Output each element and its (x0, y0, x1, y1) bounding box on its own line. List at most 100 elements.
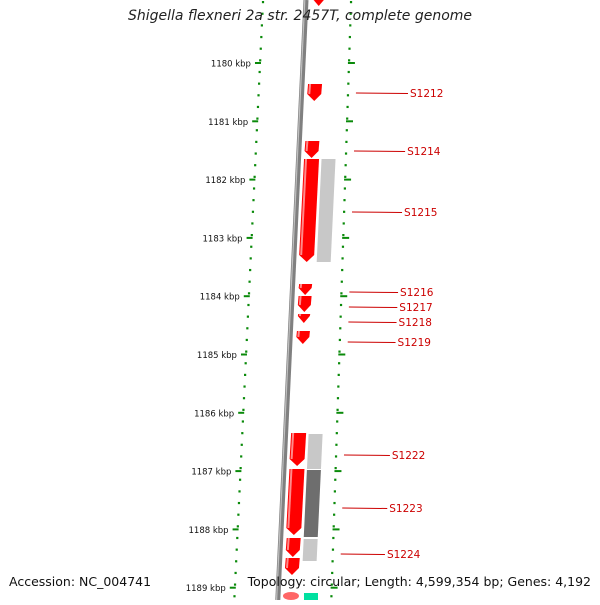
outer-tick-dot (348, 71, 350, 73)
inner-tick-dot (237, 514, 239, 516)
reverse-gene-s1215 (317, 159, 336, 262)
inner-tick-dot (261, 24, 263, 26)
inner-tick-dot (240, 467, 242, 469)
reverse-gene-s1224 (303, 539, 318, 561)
outer-tick-dot (345, 164, 347, 166)
outer-tick-dot (340, 304, 342, 306)
outer-tick-dot (335, 455, 337, 457)
tick-label: 1182 kbp (205, 176, 245, 186)
outer-tick-dot (331, 560, 333, 562)
outer-tick-dot (339, 339, 341, 341)
outer-tick-dot (338, 374, 340, 376)
gene-arrow-s1214-shine (307, 141, 308, 151)
inner-tick-dot (243, 385, 245, 387)
outer-tick-dot (339, 327, 341, 329)
gene-label-leader (341, 554, 385, 555)
inner-tick-dot (246, 339, 248, 341)
gene-arrow-s1224-shine (288, 538, 289, 550)
outer-tick-dot (346, 106, 348, 108)
outer-tick-dot (345, 152, 347, 154)
tick-label: 1189 kbp (186, 584, 226, 594)
inner-tick-dot (250, 257, 252, 259)
tick-label: 1183 kbp (203, 234, 243, 244)
outer-tick-dot (336, 432, 338, 434)
gene-label: S1219 (398, 337, 431, 349)
outer-tick-dot (333, 525, 335, 527)
outer-tick-dot (335, 467, 337, 469)
inner-tick-dot (256, 129, 258, 131)
inner-tick-dot (233, 595, 235, 597)
gene-label-leader (356, 93, 408, 94)
tick-label: 1186 kbp (194, 409, 234, 419)
outer-tick-dot (343, 211, 345, 213)
outer-tick-dot (350, 1, 352, 3)
inner-tick-dot (262, 1, 264, 3)
inner-tick-dot (252, 211, 254, 213)
outer-tick-dot (340, 292, 342, 294)
gene-arrow-s1212-shine (309, 84, 310, 94)
inner-tick-dot (241, 432, 243, 434)
inner-tick-dot (248, 281, 250, 283)
gene-label: S1223 (389, 503, 422, 515)
inner-tick-dot (235, 560, 237, 562)
outer-tick-dot (341, 257, 343, 259)
outer-tick-dot (349, 36, 351, 38)
outer-tick-dot (330, 595, 332, 597)
gene-label: S1214 (407, 146, 441, 158)
outer-tick-dot (337, 397, 339, 399)
inner-tick-dot (245, 351, 247, 353)
inner-tick-dot (257, 106, 259, 108)
inner-tick-dot (243, 397, 245, 399)
gene-label: S1222 (392, 450, 425, 462)
outer-tick-dot (338, 351, 340, 353)
inner-tick-dot (244, 374, 246, 376)
outer-tick-dot (348, 48, 350, 50)
gene-label-leader (344, 455, 390, 456)
outer-tick-dot (345, 141, 347, 143)
inner-tick-dot (254, 164, 256, 166)
outer-tick-dot (332, 549, 334, 551)
inner-tick-dot (257, 94, 259, 96)
teal-feature (304, 593, 318, 600)
inner-tick-dot (238, 490, 240, 492)
gene-label: S1212 (410, 88, 443, 100)
gene-label-leader (354, 151, 405, 152)
inner-tick-dot (247, 304, 249, 306)
inner-tick-dot (241, 444, 243, 446)
inner-tick-dot (255, 141, 257, 143)
inner-tick-dot (260, 48, 262, 50)
outer-tick-dot (338, 362, 340, 364)
outer-tick-dot (344, 176, 346, 178)
inner-tick-dot (240, 455, 242, 457)
outer-tick-dot (344, 187, 346, 189)
outer-tick-dot (342, 246, 344, 248)
inner-tick-dot (234, 584, 236, 586)
outer-tick-dot (343, 199, 345, 201)
gene-label-leader (349, 292, 398, 293)
outer-tick-dot (335, 444, 337, 446)
accession-label: Accession: NC_004741 (9, 574, 151, 589)
genome-title: Shigella flexneri 2a str. 2457T, complet… (0, 8, 600, 24)
gene-arrow-s1219-shine (298, 331, 299, 337)
inner-tick-dot (255, 152, 257, 154)
inner-tick-dot (242, 409, 244, 411)
gene-label-leader (349, 307, 397, 308)
reverse-gene-s1223 (304, 470, 321, 537)
gene-bottom-cap (283, 592, 299, 600)
gene-label-leader (348, 342, 396, 343)
outer-tick-dot (333, 502, 335, 504)
inner-tick-dot (249, 269, 251, 271)
outer-tick-dot (348, 59, 350, 61)
gene-label-leader (352, 212, 402, 213)
inner-tick-dot (260, 36, 262, 38)
gene-arrow-bottom-shine (287, 558, 288, 568)
outer-tick-dot (346, 129, 348, 131)
outer-tick-dot (337, 385, 339, 387)
outer-tick-dot (341, 281, 343, 283)
outer-tick-dot (332, 537, 334, 539)
tick-label: 1184 kbp (200, 293, 240, 303)
gene-label-leader (348, 322, 396, 323)
outer-tick-dot (334, 479, 336, 481)
